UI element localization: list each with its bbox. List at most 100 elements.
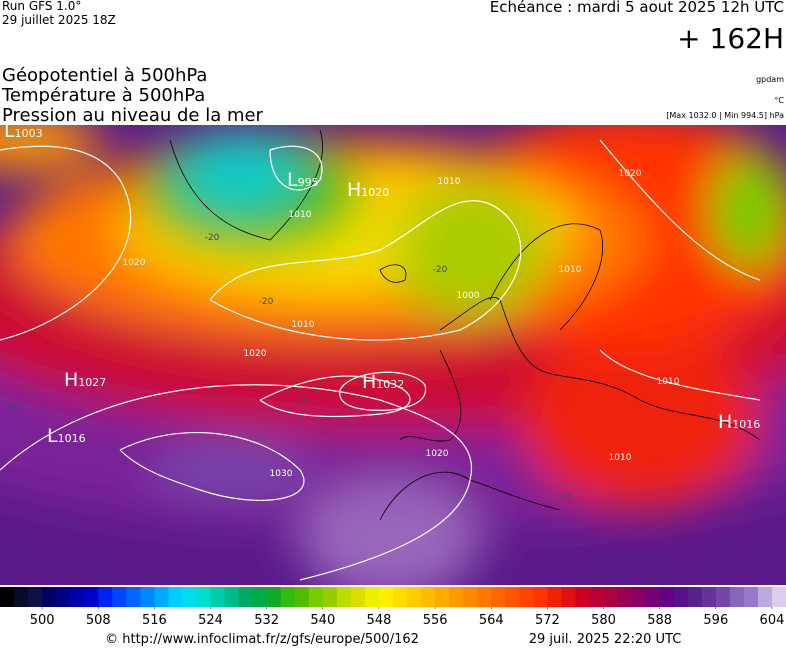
color-cell (84, 587, 99, 607)
color-cell (182, 587, 197, 607)
color-cell (168, 587, 183, 607)
isobar-label: 1010 (289, 210, 312, 220)
color-cell (294, 587, 310, 607)
color-cell (14, 587, 29, 607)
unit-label: °C (774, 96, 784, 105)
colorbar-tick-label: 588 (647, 613, 672, 628)
color-cell (547, 587, 562, 607)
isobar-label: 1030 (270, 469, 293, 479)
color-cell (378, 587, 394, 607)
timestamp: 29 juil. 2025 22:20 UTC (529, 632, 682, 647)
temperature-label: -10 (558, 493, 573, 503)
color-cell (491, 587, 506, 607)
color-cell (140, 587, 155, 607)
color-cell (519, 587, 534, 607)
color-cell (617, 587, 633, 607)
center-letter: H (347, 179, 361, 201)
color-cell (477, 587, 492, 607)
color-cell (224, 587, 240, 607)
center-letter: H (362, 371, 376, 393)
center-letter: H (718, 411, 732, 433)
isobar-label: 1020 (244, 349, 267, 359)
color-cell (505, 587, 520, 607)
run-date: 29 juillet 2025 18Z (2, 13, 116, 27)
color-cell (743, 587, 759, 607)
colorbar-tick-label: 572 (535, 613, 560, 628)
isobar-label: 1010 (438, 177, 461, 187)
color-cell (575, 587, 590, 607)
center-value: 1003 (15, 127, 43, 140)
isobar-label: 1020 (426, 449, 449, 459)
color-cell (645, 587, 661, 607)
source-url: © http://www.infoclimat.fr/z/gfs/europe/… (105, 632, 419, 647)
color-cell (112, 587, 127, 607)
color-cell (322, 587, 338, 607)
center-letter: L (4, 120, 15, 142)
color-cell (715, 587, 731, 607)
color-cell (393, 587, 408, 607)
color-cell (687, 587, 703, 607)
isobar-label: 1020 (619, 169, 642, 179)
color-cell (28, 587, 43, 607)
color-cell (673, 587, 689, 607)
center-value: 995 (298, 176, 319, 189)
color-cell (350, 587, 366, 607)
color-cell (435, 587, 450, 607)
colorbar: 500 508 516 524 532 540 548 556 564 572 580 588 596 6… (0, 587, 786, 628)
colorbar-tick-label: 580 (591, 613, 616, 628)
colorbar-tick-label: 500 (30, 613, 55, 628)
color-cell (196, 587, 212, 607)
pressure-range: [Max 1032.0 | Min 994.5] hPa (666, 111, 784, 120)
colorbar-tick-label: 540 (310, 613, 335, 628)
field (0, 125, 786, 585)
map (0, 125, 786, 585)
center-value: 1020 (361, 186, 389, 199)
color-cell (126, 587, 141, 607)
color-cell (364, 587, 380, 607)
unit-label: gpdam (756, 75, 784, 84)
center-value: 1032 (376, 378, 404, 391)
temperature-label: -10 (294, 397, 309, 407)
forecast-time: Echéance : mardi 5 aout 2025 12h UTC (490, 0, 784, 16)
colorbar-tick-label: 564 (479, 613, 504, 628)
pressure-center: L995 (287, 169, 319, 191)
colorbar-tick-label: 524 (198, 613, 223, 628)
isobar-label: 1010 (559, 265, 582, 275)
color-cell (252, 587, 268, 607)
center-value: 1016 (732, 418, 760, 431)
center-value: 1016 (58, 432, 86, 445)
colorbar-tick-label: 516 (142, 613, 167, 628)
layer-title: Géopotentiel à 500hPa (2, 65, 207, 86)
lead-time: + 162H (677, 22, 784, 55)
color-cell (336, 587, 352, 607)
pressure-center: H1016 (718, 411, 760, 433)
color-cell (561, 587, 576, 607)
center-value: 1027 (78, 376, 106, 389)
colorbar-tick-label: 596 (703, 613, 728, 628)
color-cell (701, 587, 717, 607)
color-cell (70, 587, 85, 607)
layer-title: Pression au niveau de la mer (2, 105, 264, 126)
color-cell (659, 587, 675, 607)
color-cell (729, 587, 745, 607)
isobar-label: 1010 (657, 377, 680, 387)
colorbar-tick-label: 508 (86, 613, 111, 628)
colorbar-tick-label: 548 (367, 613, 392, 628)
color-cell (421, 587, 436, 607)
color-cell (210, 587, 226, 607)
color-cell (603, 587, 619, 607)
color-cell (280, 587, 296, 607)
color-cell (449, 587, 464, 607)
temperature-label: -20 (205, 233, 220, 243)
center-letter: L (47, 425, 58, 447)
pressure-center: H1020 (347, 179, 389, 201)
pressure-center: H1032 (362, 371, 404, 393)
center-letter: L (287, 169, 298, 191)
color-cell (98, 587, 113, 607)
isobar-label: 1010 (609, 453, 632, 463)
colorbar-tick-label: 604 (760, 613, 785, 628)
isobar-label: 1000 (457, 291, 480, 301)
